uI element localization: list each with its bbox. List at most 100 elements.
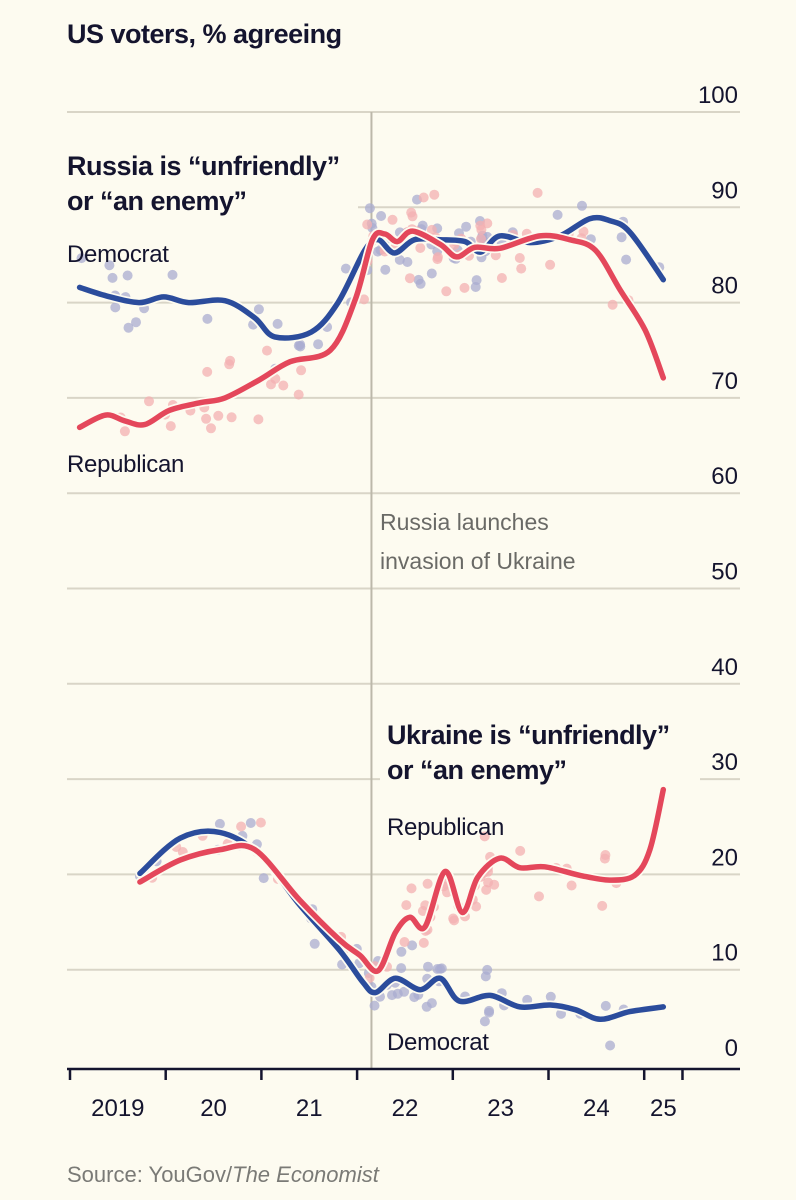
scatter-dot-republican <box>516 263 527 274</box>
scatter-dot-democrat <box>621 254 632 265</box>
event-label-line-1: Russia launches <box>380 509 549 535</box>
scatter-dot-democrat <box>415 278 426 289</box>
scatter-dot-democrat <box>167 269 178 280</box>
russia-title-line-1: Russia is “unfriendly” <box>67 151 340 181</box>
y-axis-ticks: 0 10 20 30 40 50 60 70 80 90 100 <box>698 82 738 1062</box>
scatter-dot-republican <box>213 410 224 421</box>
scatter-dot-republican <box>224 359 235 370</box>
scatter-dot-democrat <box>461 221 472 232</box>
x-tick-label: 22 <box>392 1095 419 1122</box>
ukraine-republican-label: Republican <box>387 814 504 841</box>
scatter-dot-republican <box>253 414 264 425</box>
scatter-dot-republican <box>415 243 426 253</box>
scatter-dot-democrat <box>131 317 141 328</box>
scatter-dot-democrat <box>104 260 115 271</box>
scatter-dot-democrat <box>272 318 283 329</box>
scatter-dot-republican <box>566 880 577 891</box>
scatter-dot-republican <box>599 853 610 864</box>
scatter-dot-democrat <box>426 998 437 1009</box>
scatter-dot-republican <box>441 286 452 297</box>
russia-republican-line <box>76 228 667 431</box>
scatter-dot-democrat <box>605 1040 616 1051</box>
scatter-dot-republican <box>418 192 429 203</box>
y-tick-label: 30 <box>711 749 738 776</box>
y-tick-label: 90 <box>711 177 738 204</box>
scatter-dot-democrat <box>214 818 225 829</box>
scatter-dot-republican <box>429 189 440 200</box>
x-axis-ticks: 2019 20 21 22 23 24 25 <box>68 1069 684 1122</box>
scatter-dot-republican <box>278 380 289 391</box>
scatter-dot-democrat <box>202 313 213 324</box>
scatter-dot-democrat <box>394 254 405 265</box>
scatter-dot-democrat <box>432 964 443 974</box>
x-tick-label: 25 <box>650 1095 677 1122</box>
scatter-dot-republican <box>607 299 618 310</box>
scatter-dot-democrat <box>376 211 387 221</box>
scatter-dot-republican <box>475 220 486 231</box>
scatter-dot-democrat <box>600 1000 611 1011</box>
panel-ukraine-title: Ukraine is “unfriendly” or “an enemy” <box>380 715 700 785</box>
scatter-dot-republican <box>545 259 556 270</box>
scatter-dot-democrat <box>616 232 627 243</box>
scatter-dot-democrat <box>245 818 256 828</box>
scatter-dot-democrat <box>253 304 264 315</box>
russia-title-line-2: or “an enemy” <box>67 186 247 216</box>
scatter-dot-democrat <box>364 203 375 214</box>
y-tick-label: 0 <box>725 1035 738 1062</box>
scatter-dot-democrat <box>122 270 133 281</box>
scatter-dot-republican <box>401 900 412 911</box>
scatter-dot-democrat <box>107 272 118 283</box>
y-tick-label: 20 <box>711 844 738 871</box>
y-tick-label: 40 <box>711 654 738 681</box>
scatter-dot-republican <box>422 878 433 889</box>
scatter-dot-democrat <box>426 268 437 279</box>
scatter-dot-democrat <box>522 994 533 1005</box>
scatter-dot-democrat <box>396 946 407 957</box>
scatter-dot-republican <box>417 906 428 916</box>
scatter-dot-democrat <box>423 961 433 972</box>
scatter-dot-democrat <box>479 1016 490 1027</box>
scatter-dot-republican <box>426 224 437 235</box>
x-tick-label: 2019 <box>91 1095 144 1122</box>
scatter-dot-democrat <box>577 200 587 211</box>
y-tick-label: 100 <box>698 82 738 109</box>
y-tick-label: 70 <box>711 368 738 395</box>
event-label-line-2: invasion of Ukraine <box>380 548 576 574</box>
scatter-dot-republican <box>532 187 543 198</box>
ukraine-democrat-label: Democrat <box>387 1029 489 1056</box>
scatter-dot-republican <box>362 219 373 230</box>
scatter-dot-republican <box>514 253 525 263</box>
russia-republican-label: Republican <box>67 451 184 478</box>
scatter-dot-democrat <box>409 992 420 1003</box>
scatter-dot-republican <box>399 937 410 947</box>
scatter-dot-democrat <box>340 263 351 274</box>
scatter-dot-democrat <box>396 963 407 974</box>
scatter-dot-republican <box>404 273 415 284</box>
x-tick-label: 21 <box>296 1095 323 1122</box>
scatter-dot-republican <box>432 254 443 265</box>
scatter-dot-republican <box>418 937 429 948</box>
scatter-dot-democrat <box>470 282 481 292</box>
scatter-dot-republican <box>201 413 212 424</box>
x-tick-label: 23 <box>487 1095 514 1122</box>
gridlines <box>67 111 740 971</box>
x-tick-label: 24 <box>583 1095 610 1122</box>
ukraine-title-line-1: Ukraine is “unfriendly” <box>387 720 670 750</box>
x-tick-label: 20 <box>200 1095 227 1122</box>
scatter-dot-democrat <box>482 964 493 975</box>
russia-democrat-label: Democrat <box>67 241 169 268</box>
scatter-dot-republican <box>293 389 304 400</box>
scatter-dot-republican <box>144 396 154 407</box>
scatter-dot-democrat <box>556 1008 566 1019</box>
scatter-dot-republican <box>407 211 418 222</box>
scatter-dot-republican <box>479 831 490 842</box>
scatter-dot-republican <box>448 913 459 924</box>
scatter-dot-democrat <box>484 1007 494 1018</box>
scatter-dot-democrat <box>402 257 413 267</box>
y-tick-label: 80 <box>711 273 738 300</box>
scatter-dot-republican <box>206 423 216 434</box>
scatter-dot-democrat <box>293 340 304 351</box>
source-prefix: Source: YouGov/ <box>67 1162 233 1187</box>
scatter-dot-republican <box>165 421 176 432</box>
